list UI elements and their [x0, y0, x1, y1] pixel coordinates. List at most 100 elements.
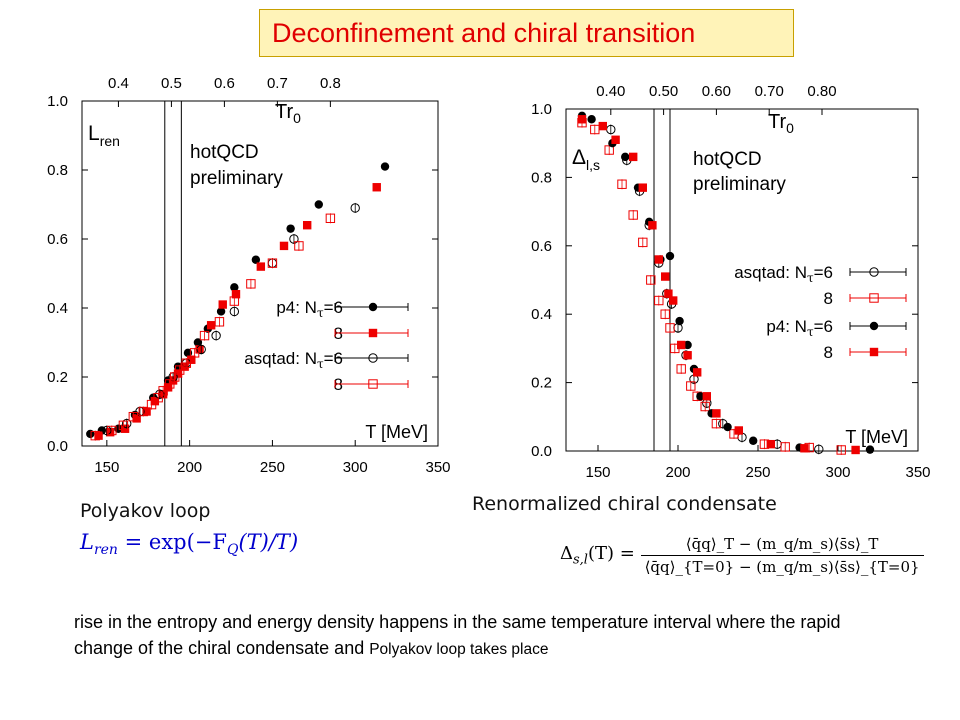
- x-tick-label: 350: [425, 459, 450, 476]
- left-caption: Polyakov loop: [80, 500, 211, 522]
- chiral-fraction: ⟨q̄q⟩_T − (m_q/m_s)⟨s̄s⟩_T ⟨q̄q⟩_{T=0} −…: [640, 535, 924, 576]
- legend-marker: [368, 379, 378, 389]
- data-point: [865, 445, 875, 454]
- observable-label: Lren: [88, 122, 120, 149]
- top-tick-label: 0.4: [108, 75, 129, 92]
- data-point: [302, 221, 312, 230]
- data-point: [711, 418, 722, 429]
- legend-entry-1: p4: Nτ=6: [276, 298, 409, 320]
- chart-2: 0.0 0.2 0.4 0.6 0.8 1.0 150 200 250 300 350 0.40 0.5…: [531, 83, 930, 481]
- data-point: [193, 338, 203, 347]
- legend-label-tau: τ: [807, 325, 814, 339]
- legend-entry-3: p4: Nτ=6: [766, 317, 907, 339]
- data-point: [187, 355, 196, 364]
- y-tick-label: 1.0: [47, 93, 68, 110]
- legend-marker: [368, 302, 378, 312]
- data-point: [128, 411, 139, 422]
- top-tick-label: 0.40: [596, 83, 625, 100]
- x-tick-label: 200: [177, 459, 202, 476]
- slide-title: Deconfinement and chiral transition: [272, 18, 696, 48]
- data-point: [587, 115, 596, 124]
- x-axis-label: T [MeV]: [365, 422, 428, 442]
- polyakov-formula: Lren = exp(−FQ(T)/T): [80, 530, 298, 558]
- data-point: [105, 428, 115, 437]
- data-point: [648, 221, 657, 230]
- data-point: [654, 295, 664, 306]
- data-point: [142, 407, 151, 416]
- top-tick-label: 0.60: [702, 83, 731, 100]
- legend-entry-3: asqtad: Nτ=6: [244, 349, 409, 371]
- data-point: [256, 262, 266, 271]
- x-tick-label: 150: [94, 459, 119, 476]
- data-point: [851, 445, 860, 455]
- data-point: [696, 392, 705, 401]
- series-2: [577, 117, 846, 455]
- data-point: [611, 135, 620, 144]
- x-tick-label: 200: [665, 464, 690, 481]
- data-point: [577, 115, 587, 124]
- data-point: [189, 348, 200, 358]
- legend-marker: [869, 321, 879, 331]
- legend-marker: [869, 347, 879, 357]
- polyakov-lhs: L: [80, 530, 94, 554]
- data-point: [372, 183, 381, 192]
- data-point: [660, 309, 670, 319]
- legend-label: p4: Nτ=6: [276, 298, 343, 320]
- legend-entry-4: 8: [334, 375, 409, 394]
- data-point: [628, 210, 638, 220]
- top-tick-label: 0.7: [267, 75, 288, 92]
- y-tick-label: 0.8: [47, 162, 68, 179]
- chart-1: 0.0 0.2 0.4 0.6 0.8 1.0 150 200 250 300 350 0.4 0.5 0…: [47, 75, 450, 476]
- watermark-line: preliminary: [190, 168, 283, 189]
- observable-label: Δl,s: [572, 146, 600, 173]
- data-point: [102, 425, 112, 436]
- data-point: [165, 379, 175, 389]
- data-point: [664, 289, 673, 298]
- data-point: [800, 444, 809, 453]
- data-point: [107, 425, 117, 436]
- data-point: [836, 445, 846, 455]
- data-point: [229, 296, 240, 306]
- data-point: [181, 358, 192, 368]
- watermark-line: preliminary: [693, 174, 786, 195]
- y-tick-label: 0.6: [531, 238, 552, 255]
- watermark-line: hotQCD: [693, 149, 762, 170]
- observable-label-sub: ren: [100, 133, 120, 149]
- x-tick-label: 300: [825, 464, 850, 481]
- chiral-delta: Δ: [560, 543, 573, 565]
- watermark-line: hotQCD: [190, 142, 259, 163]
- series-2: [94, 183, 381, 440]
- data-point: [120, 424, 130, 433]
- top-tick-label: 0.80: [807, 83, 836, 100]
- data-point: [173, 369, 183, 378]
- x-axis-label: T [MeV]: [845, 427, 908, 447]
- y-tick-label: 1.0: [531, 101, 552, 118]
- data-point: [229, 306, 240, 317]
- data-point: [163, 383, 173, 392]
- data-point: [702, 392, 711, 401]
- legend-label: asqtad: Nτ=6: [244, 349, 343, 371]
- data-point: [814, 444, 824, 454]
- x-tick-label: 150: [585, 464, 610, 481]
- plot-frame: [81, 100, 439, 447]
- top-axis-label-sub: 0: [293, 110, 301, 126]
- data-point: [118, 420, 129, 431]
- data-point: [677, 340, 686, 350]
- data-point: [712, 409, 721, 418]
- legend-label: asqtad: Nτ=6: [734, 263, 833, 285]
- y-tick-label: 0.6: [47, 231, 68, 248]
- y-tick-label: 0.0: [47, 438, 68, 455]
- data-point: [598, 121, 607, 131]
- y-tick-label: 0.4: [47, 300, 68, 317]
- chiral-lhs-end: (T) =: [587, 543, 635, 565]
- data-point: [646, 275, 656, 285]
- chiral-denominator: ⟨q̄q⟩_{T=0} − (m_q/m_s)⟨s̄s⟩_{T=0}: [644, 558, 920, 576]
- data-point: [676, 364, 686, 374]
- data-point: [122, 418, 132, 429]
- data-point: [180, 362, 189, 371]
- data-point: [196, 344, 206, 355]
- data-point: [654, 255, 663, 264]
- data-point: [638, 183, 647, 192]
- x-tick-label: 300: [343, 459, 368, 476]
- data-point: [246, 279, 256, 289]
